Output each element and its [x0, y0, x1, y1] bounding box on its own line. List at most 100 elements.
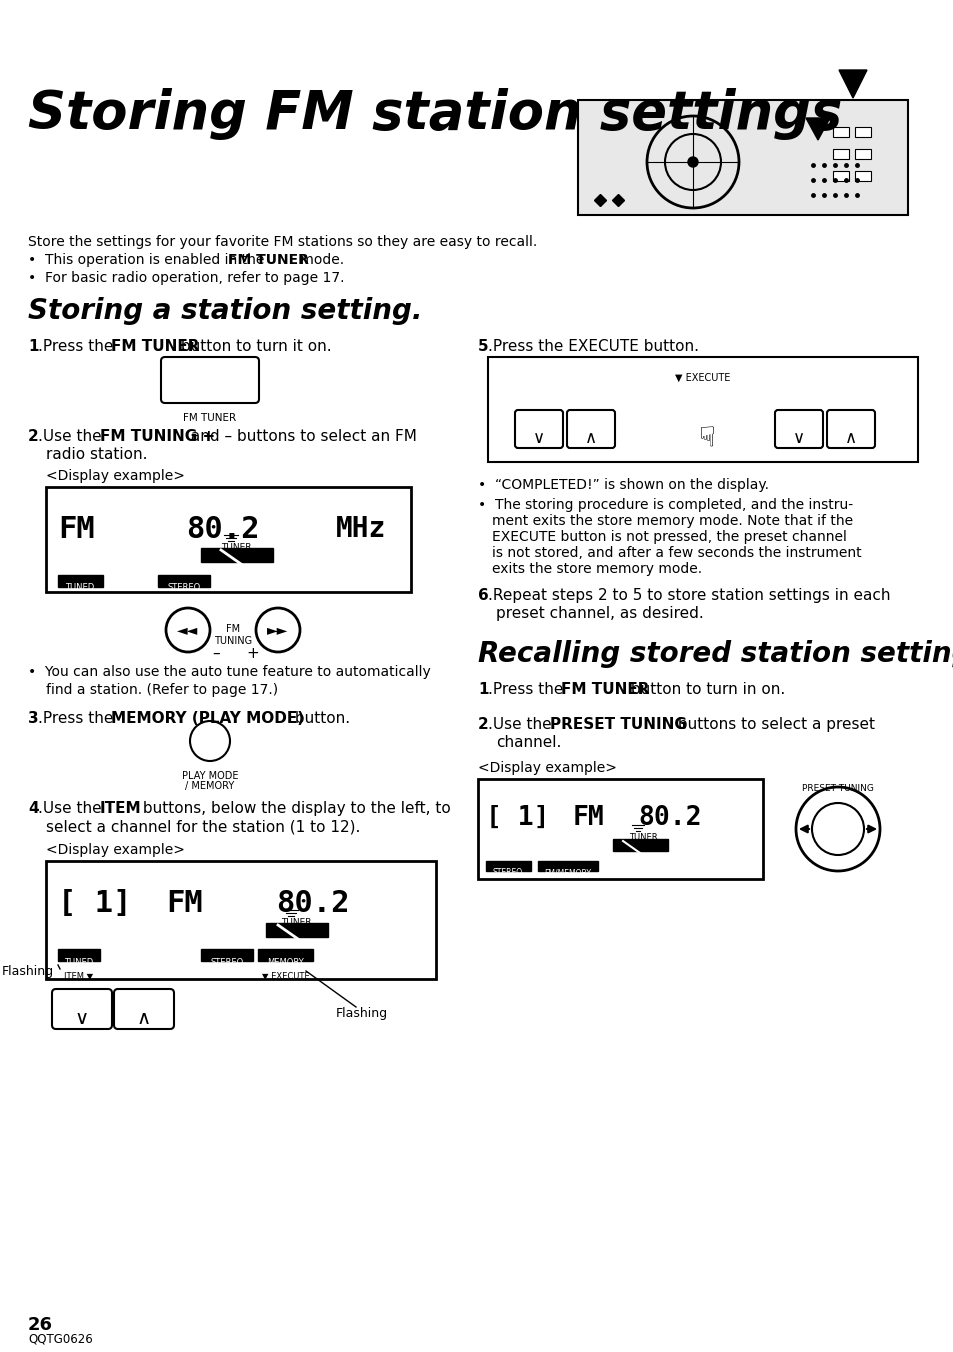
Text: mode.: mode. — [295, 253, 344, 266]
Text: •  This operation is enabled in the: • This operation is enabled in the — [28, 253, 269, 266]
Bar — [58, 575, 103, 587]
Text: channel.: channel. — [496, 735, 560, 750]
Bar — [832, 170, 848, 181]
Text: .Use the: .Use the — [488, 717, 556, 731]
Text: .Press the: .Press the — [38, 339, 118, 354]
Text: 2: 2 — [28, 429, 39, 443]
Bar — [46, 861, 436, 979]
Text: 4: 4 — [28, 800, 38, 817]
Text: ment exits the store memory mode. Note that if the: ment exits the store memory mode. Note t… — [492, 514, 852, 529]
Text: .Press the EXECUTE button.: .Press the EXECUTE button. — [488, 339, 699, 354]
Text: •  “COMPLETED!” is shown on the display.: • “COMPLETED!” is shown on the display. — [477, 479, 768, 492]
Text: –: – — [212, 646, 219, 661]
Text: MHz: MHz — [335, 515, 386, 544]
Text: ∨: ∨ — [533, 429, 544, 448]
Text: ▼ EXECUTE: ▼ EXECUTE — [675, 373, 730, 383]
Text: radio station.: radio station. — [46, 448, 148, 462]
Text: .Press the: .Press the — [38, 711, 118, 726]
Text: FM: FM — [573, 804, 604, 831]
Text: 80.2: 80.2 — [186, 515, 259, 544]
Text: Storing FM station settings: Storing FM station settings — [28, 88, 841, 141]
Text: 26: 26 — [28, 1315, 53, 1334]
Text: 5: 5 — [477, 339, 488, 354]
Bar — [832, 149, 848, 160]
Polygon shape — [805, 118, 829, 141]
FancyBboxPatch shape — [161, 357, 258, 403]
Text: preset channel, as desired.: preset channel, as desired. — [496, 606, 703, 621]
Bar — [854, 127, 870, 137]
Bar — [485, 861, 531, 871]
Text: STEREO: STEREO — [167, 583, 200, 592]
Bar — [201, 548, 273, 562]
Text: ▼ EXECUTE: ▼ EXECUTE — [262, 971, 310, 980]
Text: TUNER: TUNER — [628, 833, 657, 842]
Text: buttons to select a preset: buttons to select a preset — [672, 717, 874, 731]
Bar — [58, 949, 100, 961]
Text: EXECUTE button is not pressed, the preset channel: EXECUTE button is not pressed, the prese… — [492, 530, 846, 544]
Text: PRESET TUNING: PRESET TUNING — [801, 784, 873, 794]
Bar — [266, 923, 328, 937]
FancyBboxPatch shape — [826, 410, 874, 448]
Text: FM: FM — [166, 890, 203, 918]
Text: <Display example>: <Display example> — [46, 844, 185, 857]
Text: QQTG0626: QQTG0626 — [28, 1333, 92, 1347]
Text: +: + — [247, 646, 259, 661]
Text: select a channel for the station (1 to 12).: select a channel for the station (1 to 1… — [46, 819, 360, 834]
Text: .Press the: .Press the — [488, 681, 568, 698]
Text: TUNED: TUNED — [66, 583, 94, 592]
Text: ∧: ∧ — [136, 1009, 151, 1028]
Text: and – buttons to select an FM: and – buttons to select an FM — [186, 429, 416, 443]
Text: ►►: ►► — [267, 623, 289, 637]
Text: PRESET TUNING: PRESET TUNING — [550, 717, 686, 731]
Text: .Use the: .Use the — [38, 429, 107, 443]
Bar — [488, 357, 917, 462]
Text: •  You can also use the auto tune feature to automatically: • You can also use the auto tune feature… — [28, 665, 431, 679]
Bar — [477, 779, 762, 879]
Text: •  For basic radio operation, refer to page 17.: • For basic radio operation, refer to pa… — [28, 270, 344, 285]
Text: MEMORY (PLAY MODE): MEMORY (PLAY MODE) — [111, 711, 304, 726]
Bar — [201, 949, 253, 961]
Text: FM TUNER: FM TUNER — [111, 339, 199, 354]
Polygon shape — [838, 70, 866, 97]
Text: TUNED: TUNED — [64, 959, 93, 967]
Text: .Repeat steps 2 to 5 to store station settings in each: .Repeat steps 2 to 5 to store station se… — [488, 588, 889, 603]
Text: ☞: ☞ — [688, 425, 717, 450]
Text: 80.2: 80.2 — [638, 804, 700, 831]
Bar — [46, 487, 411, 592]
Text: MEMORY: MEMORY — [268, 959, 304, 967]
Text: FM TUNING +: FM TUNING + — [100, 429, 215, 443]
Text: PLAY MODE: PLAY MODE — [182, 771, 238, 781]
Text: STEREO: STEREO — [211, 959, 243, 967]
Text: 3: 3 — [28, 711, 38, 726]
Text: FM TUNER: FM TUNER — [228, 253, 309, 266]
FancyBboxPatch shape — [566, 410, 615, 448]
Text: Flashing: Flashing — [2, 965, 54, 977]
Text: ∨: ∨ — [74, 1009, 89, 1028]
Text: 6: 6 — [477, 588, 488, 603]
Text: STEREO: STEREO — [493, 868, 522, 877]
Bar — [832, 127, 848, 137]
Text: ITEM ▼: ITEM ▼ — [65, 971, 93, 980]
Text: FM TUNER: FM TUNER — [183, 412, 236, 423]
Text: find a station. (Refer to page 17.): find a station. (Refer to page 17.) — [46, 683, 278, 698]
Text: FM/MEMORY: FM/MEMORY — [544, 868, 591, 877]
Text: ∧: ∧ — [584, 429, 597, 448]
FancyBboxPatch shape — [515, 410, 562, 448]
Text: Store the settings for your favorite FM stations so they are easy to recall.: Store the settings for your favorite FM … — [28, 235, 537, 249]
Text: button.: button. — [290, 711, 350, 726]
Text: ∧: ∧ — [844, 429, 856, 448]
FancyBboxPatch shape — [774, 410, 822, 448]
Bar — [537, 861, 598, 871]
Text: 80.2: 80.2 — [275, 890, 349, 918]
Text: ◄◄: ◄◄ — [177, 623, 198, 637]
Text: FM: FM — [58, 515, 94, 544]
Bar — [257, 949, 313, 961]
Text: button to turn it on.: button to turn it on. — [175, 339, 332, 354]
Text: [ 1]: [ 1] — [58, 890, 132, 918]
Text: Flashing: Flashing — [335, 1007, 388, 1019]
Text: FM
TUNING: FM TUNING — [213, 625, 252, 646]
Text: TUNER: TUNER — [220, 544, 251, 552]
Text: FM TUNER: FM TUNER — [560, 681, 649, 698]
Bar — [613, 840, 667, 850]
Text: •  The storing procedure is completed, and the instru-: • The storing procedure is completed, an… — [477, 498, 852, 512]
